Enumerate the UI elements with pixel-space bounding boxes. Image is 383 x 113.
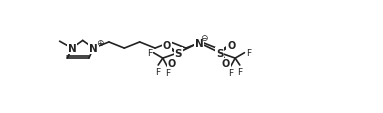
Text: F: F [147, 49, 152, 58]
Text: O: O [162, 41, 171, 51]
Text: F: F [237, 67, 242, 76]
Text: $\ominus$: $\ominus$ [200, 32, 209, 42]
Text: O: O [222, 59, 230, 69]
Text: F: F [165, 68, 170, 77]
Text: N: N [195, 38, 203, 48]
Text: O: O [168, 59, 176, 69]
Text: S: S [174, 48, 182, 58]
Text: F: F [155, 67, 161, 76]
Text: S: S [216, 48, 224, 58]
Text: $\oplus$: $\oplus$ [96, 38, 105, 48]
Text: N: N [89, 44, 98, 54]
Text: F: F [228, 68, 233, 77]
Text: O: O [227, 41, 236, 51]
Text: F: F [246, 49, 251, 58]
Text: N: N [67, 44, 76, 54]
